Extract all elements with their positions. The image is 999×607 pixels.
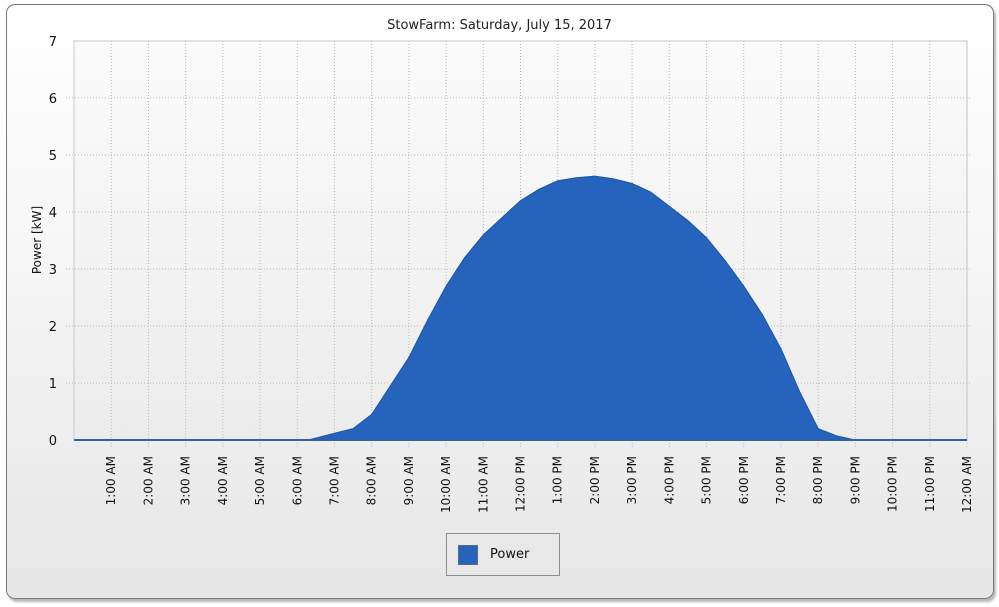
x-tick-label: 9:00 PM [848, 456, 862, 504]
y-tick-label: 6 [49, 92, 57, 107]
y-tick-label: 2 [49, 320, 57, 335]
y-tick-label: 3 [49, 263, 57, 278]
y-tick-label: 1 [49, 377, 57, 392]
chart-title: StowFarm: Saturday, July 15, 2017 [387, 18, 612, 33]
x-tick-label: 10:00 AM [439, 456, 453, 513]
x-tick-label: 4:00 AM [216, 456, 230, 505]
x-tick-label: 5:00 PM [700, 456, 714, 504]
x-tick-label: 6:00 PM [737, 456, 751, 504]
legend-label-power: Power [490, 547, 530, 562]
x-tick-label: 5:00 AM [253, 456, 267, 505]
x-tick-label: 9:00 AM [402, 456, 416, 505]
x-tick-label: 2:00 AM [141, 456, 155, 505]
x-axis-ticks: 1:00 AM 2:00 AM 3:00 AM 4:00 AM 5:00 AM 6:00 … [104, 456, 974, 513]
x-tick-label: 7:00 AM [327, 456, 341, 505]
x-tick-label: 6:00 AM [290, 456, 304, 505]
x-tick-label: 8:00 PM [811, 456, 825, 504]
x-tick-label: 1:00 PM [551, 456, 565, 504]
x-tick-label: 8:00 AM [365, 456, 379, 505]
x-tick-label: 11:00 AM [476, 456, 490, 513]
x-tick-label: 3:00 AM [179, 456, 193, 505]
y-tick-label: 7 [49, 35, 57, 50]
x-tick-label: 3:00 PM [625, 456, 639, 504]
x-tick-label: 2:00 PM [588, 456, 602, 504]
x-tick-label: 4:00 PM [662, 456, 676, 504]
x-tick-label: 1:00 AM [104, 456, 118, 505]
y-axis-title: Power [kW] [30, 206, 44, 274]
x-tick-label: 11:00 PM [923, 456, 937, 512]
legend: Power [446, 533, 560, 576]
y-axis-ticks: 0 1 2 3 4 5 6 7 [49, 35, 57, 449]
x-tick-label: 7:00 PM [774, 456, 788, 504]
y-tick-label: 5 [49, 149, 57, 164]
y-tick-label: 4 [49, 206, 57, 221]
x-tick-label: 12:00 PM [514, 456, 528, 512]
x-tick-label: 10:00 PM [886, 456, 900, 512]
legend-swatch-power [458, 544, 478, 565]
x-tick-label: 12:00 AM [960, 456, 974, 513]
y-tick-label: 0 [49, 434, 57, 449]
